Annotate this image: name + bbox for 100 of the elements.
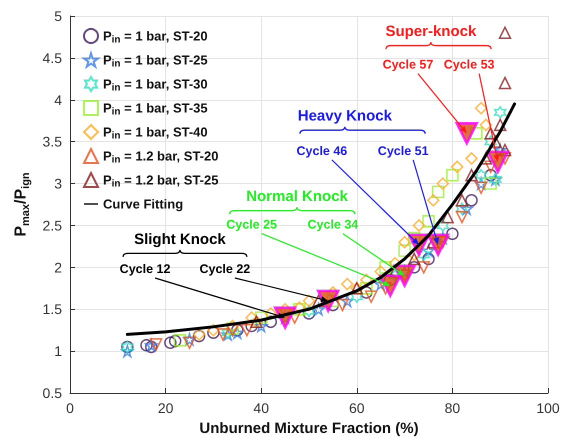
point [441,210,454,224]
point [174,334,186,346]
annotation: Cycle 51 [378,144,429,158]
point [412,219,426,232]
annotation: Cycle 46 [296,144,348,158]
annotation: Cycle 34 [308,218,358,232]
point [498,76,512,90]
point [446,228,459,240]
point [427,194,440,207]
point [474,102,488,114]
point [245,311,258,324]
point [474,181,488,194]
annotation: Heavy Knock [298,108,393,125]
x-tick-label: 60 [349,400,365,416]
point [446,168,459,182]
point [484,160,497,174]
y-tick-label: 5 [54,8,62,24]
y-tick-label: 3.5 [42,134,62,150]
point [164,336,177,349]
point [360,286,373,299]
point [408,261,420,274]
annotation: Cycle 25 [226,218,278,232]
y-tick-label: 2 [54,259,62,276]
x-tick-label: 80 [444,400,460,416]
point [398,236,411,248]
x-axis-title: Unburned Mixture Fraction (%) [199,420,419,437]
annotation: Cycle 57 [382,58,434,72]
point [417,248,430,262]
point [207,326,220,339]
y-tick-label: 1.5 [42,301,62,318]
legend-label: Curve Fitting [103,196,184,212]
point [474,177,488,190]
point [398,244,411,257]
x-tick-label: 0 [66,400,74,416]
point [350,290,364,303]
point [450,160,464,174]
point [374,278,387,290]
point [408,252,420,266]
point [456,210,468,224]
annotation: Normal Knock [246,188,349,206]
point [150,338,162,351]
point [456,202,468,215]
y-tick-label: 1 [54,343,62,360]
point [379,261,392,274]
point [340,278,354,290]
point [498,144,512,156]
point [312,294,325,308]
point [436,177,450,190]
point [408,232,420,244]
point [264,316,278,328]
point [360,274,373,286]
point [498,26,512,40]
point [494,106,506,119]
point [460,202,473,215]
point [465,168,478,182]
annotation: Super-knock [385,23,477,40]
point [470,127,483,140]
x-tick-label: 40 [253,400,270,416]
point [422,252,435,266]
point [360,282,373,295]
point [474,168,488,182]
point [456,194,468,207]
point [302,294,316,308]
y-axis-title: Pmax/Pign [12,172,32,237]
point [465,152,478,165]
point [422,215,435,228]
annotation: Slight Knock [134,230,226,248]
point [480,118,492,132]
point [489,135,502,148]
point [231,326,244,339]
point [207,324,220,336]
point [226,320,239,332]
point [336,298,349,312]
y-tick-label: 4 [54,92,62,108]
annotation: Cycle 22 [200,262,250,276]
point [264,307,278,320]
point [484,127,497,140]
point [254,320,268,332]
point [432,186,444,198]
point [140,339,153,352]
point [121,344,134,358]
point [494,118,506,132]
y-tick-label: 2.5 [42,217,62,234]
point [302,304,316,318]
annotation: Cycle 53 [444,58,495,72]
point [364,290,378,303]
y-tick-label: 4.5 [42,50,62,66]
point [240,324,254,336]
point [216,328,230,341]
x-tick-label: 20 [158,400,174,416]
point [484,168,497,182]
y-tick-label: 0.5 [42,385,62,401]
point [465,194,478,207]
point [436,219,450,232]
y-tick-label: 3 [54,176,62,192]
point [422,244,435,257]
point [183,336,196,349]
x-tick-label: 100 [536,400,560,416]
annotation: Cycle 12 [120,262,170,276]
point [417,261,430,274]
